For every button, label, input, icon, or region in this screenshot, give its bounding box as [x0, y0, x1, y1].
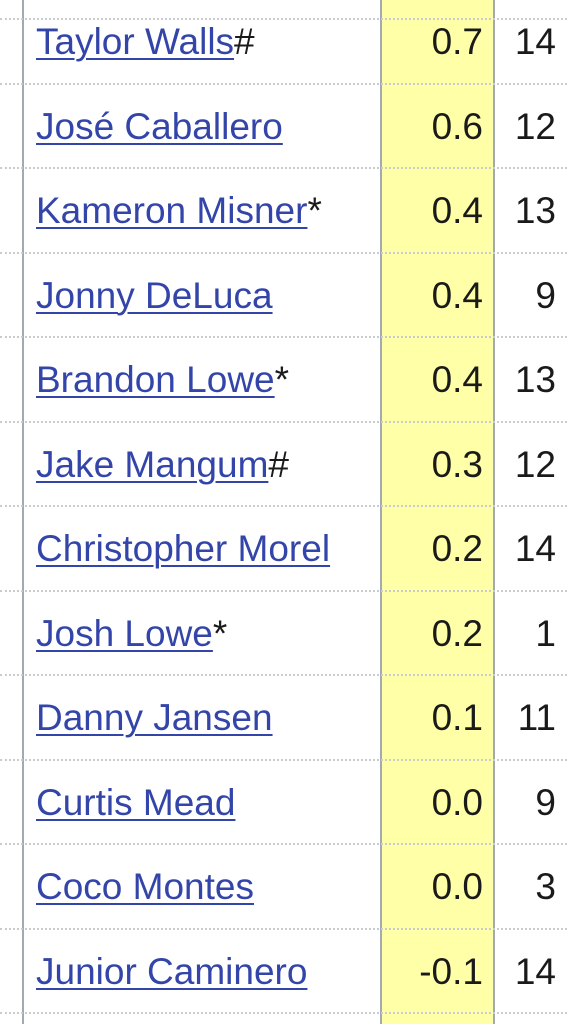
player-name-link[interactable]: Christopher Morel — [36, 528, 331, 569]
table-row: Jonny DeLuca 0.4 9 — [0, 254, 567, 339]
table-row: Kameron Misner* 0.4 13 — [0, 169, 567, 254]
games-value: 13 — [514, 359, 556, 400]
war-value: 0.4 — [431, 190, 483, 231]
player-name-cell: Jonny DeLuca — [36, 254, 273, 339]
handedness-mark: # — [234, 21, 255, 62]
games-value: 9 — [535, 274, 556, 316]
player-name-link[interactable]: José Caballero — [36, 105, 283, 147]
war-value: 0.6 — [431, 105, 483, 147]
handedness-mark: * — [212, 612, 228, 654]
games-value: 12 — [514, 443, 556, 485]
player-name-cell: Josh Lowe* — [36, 592, 227, 677]
player-name-link[interactable]: Josh Lowe — [36, 612, 213, 654]
player-name-link[interactable]: Danny Jansen — [36, 697, 273, 738]
games-value: 1 — [535, 612, 556, 654]
games-value: 11 — [517, 697, 556, 738]
player-name-link[interactable]: Brandon Lowe — [36, 359, 275, 400]
games-value: 14 — [514, 21, 556, 62]
player-name-cell: Kameron Misner* — [36, 169, 322, 254]
war-value: 0.2 — [431, 528, 483, 569]
player-name-cell: Coco Montes — [36, 845, 254, 930]
player-name-link[interactable]: Jonny DeLuca — [36, 274, 273, 316]
games-value: 12 — [514, 105, 556, 147]
table-row: Curtis Mead 0.0 9 — [0, 761, 567, 846]
handedness-mark: * — [274, 359, 290, 400]
table-row: Brandon Lowe* 0.4 13 — [0, 338, 567, 423]
war-value: 0.3 — [431, 443, 483, 485]
games-value: 3 — [535, 866, 556, 907]
player-name-cell: Taylor Walls# — [36, 0, 255, 85]
table-row: Danny Jansen 0.1 11 — [0, 676, 567, 761]
war-value: 0.1 — [431, 697, 483, 738]
table-row: Josh Lowe* 0.2 1 — [0, 592, 567, 677]
war-value: 0.0 — [431, 781, 483, 823]
table-row: Taylor Walls# 0.7 14 — [0, 0, 567, 85]
war-value: 0.4 — [431, 274, 483, 316]
player-name-cell: Curtis Mead — [36, 761, 235, 846]
table-left-border — [0, 0, 24, 1024]
war-value: 0.7 — [431, 21, 483, 62]
player-name-cell: Danny Jansen — [36, 676, 273, 761]
table-row: Junior Caminero -0.1 14 — [0, 930, 567, 1015]
player-name-link[interactable]: Curtis Mead — [36, 781, 236, 823]
table-row: José Caballero 0.6 12 — [0, 85, 567, 170]
table-row: Christopher Morel 0.2 14 — [0, 507, 567, 592]
player-name-link[interactable]: Junior Caminero — [36, 950, 308, 992]
games-value: 13 — [514, 190, 556, 231]
player-name-cell: Jake Mangum# — [36, 423, 289, 508]
highlighted-war-column — [380, 0, 495, 1024]
player-name-cell: José Caballero — [36, 85, 283, 170]
player-name-link[interactable]: Coco Montes — [36, 866, 254, 907]
table-row: Coco Montes 0.0 3 — [0, 845, 567, 930]
player-name-link[interactable]: Jake Mangum — [36, 443, 269, 485]
player-name-cell: Brandon Lowe* — [36, 338, 289, 423]
handedness-mark: * — [307, 190, 322, 231]
player-name-link[interactable]: Taylor Walls — [36, 21, 235, 62]
previous-row-stub — [0, 0, 567, 20]
player-name-link[interactable]: Kameron Misner — [36, 190, 308, 231]
war-value: 0.2 — [431, 612, 483, 654]
table-row: Jake Mangum# 0.3 12 — [0, 423, 567, 508]
war-value: -0.1 — [419, 950, 483, 992]
player-name-cell: Junior Caminero — [36, 930, 307, 1015]
games-value: 14 — [514, 528, 556, 569]
war-value: 0.0 — [431, 866, 483, 907]
handedness-mark: # — [268, 443, 289, 485]
games-value: 14 — [514, 950, 556, 992]
games-value: 9 — [535, 781, 556, 823]
war-value: 0.4 — [431, 359, 483, 400]
player-name-cell: Christopher Morel — [36, 507, 330, 592]
